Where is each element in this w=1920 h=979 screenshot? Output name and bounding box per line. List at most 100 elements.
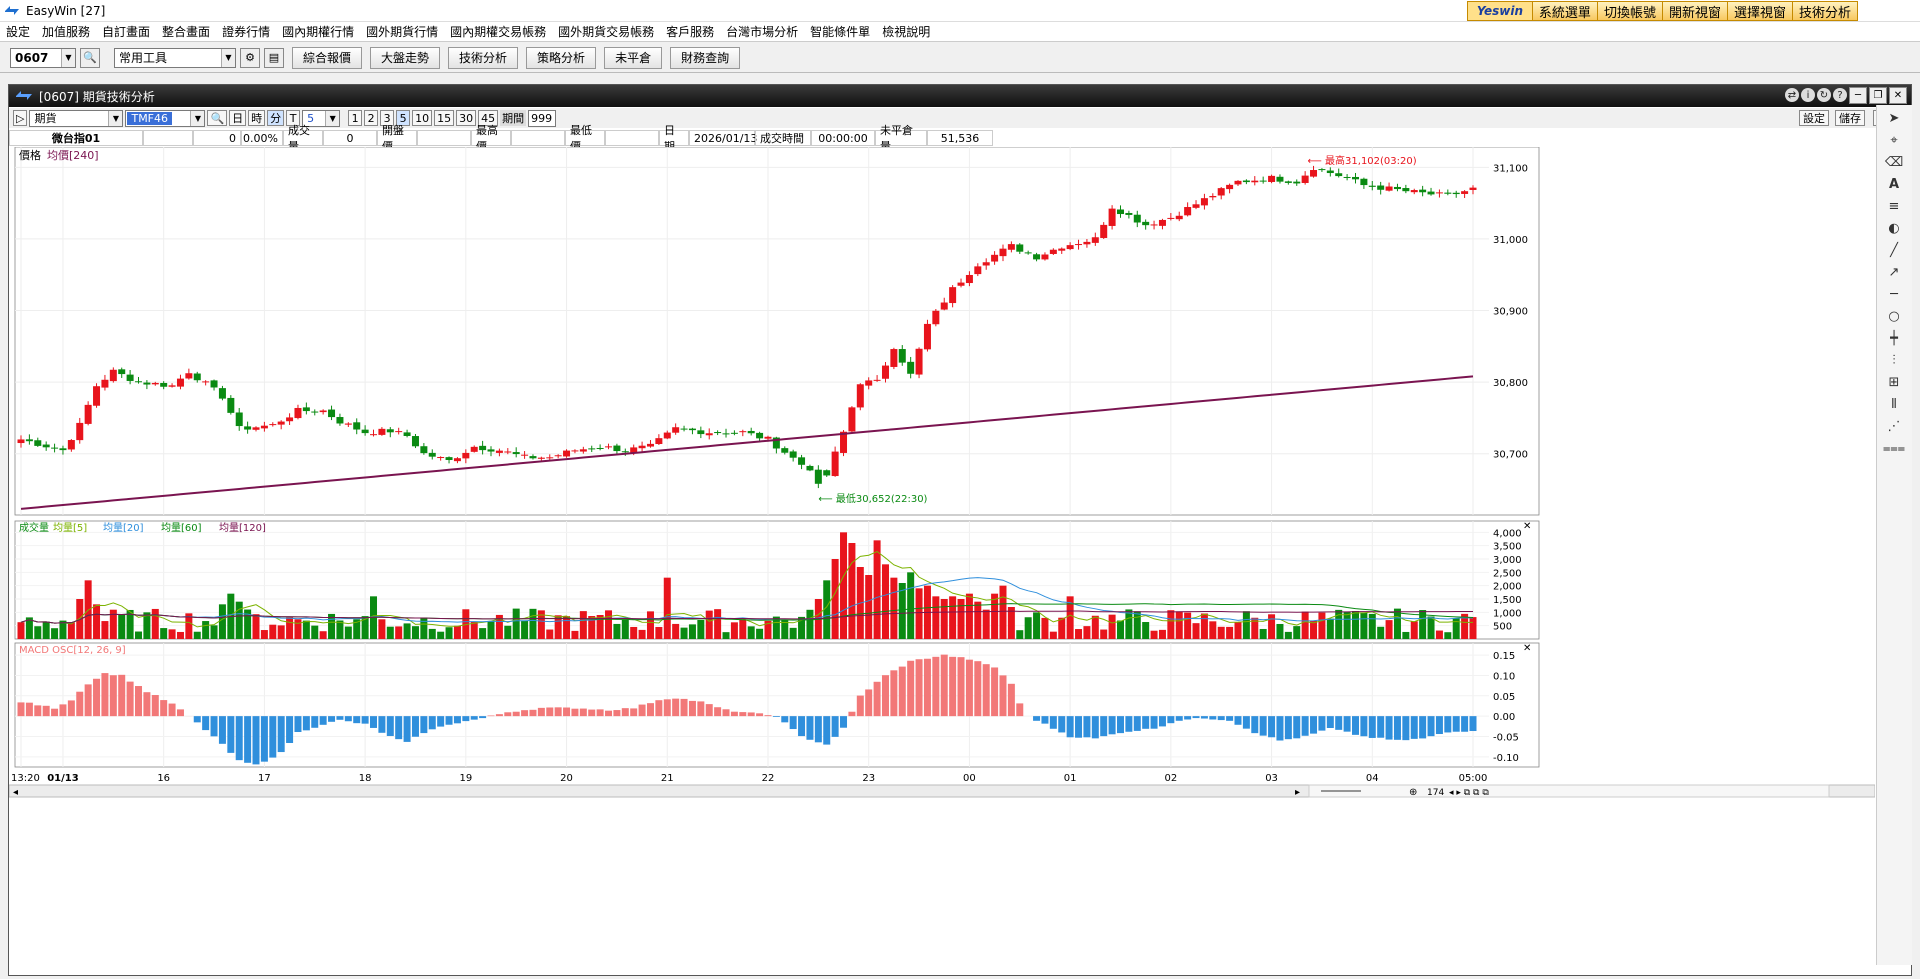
search-icon[interactable]: 🔍 xyxy=(207,110,228,126)
chevron-down-icon[interactable]: ▼ xyxy=(190,110,205,126)
period-tick-button[interactable]: T xyxy=(286,110,301,126)
chart-area[interactable]: 30,700 30,800 30,900 31,000 31,100 價格 均價[240] ⟵… xyxy=(9,147,1875,975)
menu-custom-screen[interactable]: 自訂畫面 xyxy=(102,25,151,39)
volume-bar xyxy=(202,621,210,639)
quote-summary-button[interactable]: 綜合報價 xyxy=(292,46,363,69)
volume-bar xyxy=(588,616,596,639)
chevron-down-icon[interactable]: ▼ xyxy=(325,110,340,126)
candle-body xyxy=(697,430,705,435)
menu-securities-quotes[interactable]: 證券行情 xyxy=(222,25,271,39)
menu-foreign-futures-quotes[interactable]: 國外期貨行情 xyxy=(366,25,439,39)
link-icon[interactable]: ⇄ xyxy=(1785,88,1799,102)
period-day-button[interactable]: 日 xyxy=(229,110,247,126)
minute-3-button[interactable]: 3 xyxy=(380,110,395,126)
minute-2-button[interactable]: 2 xyxy=(364,110,379,126)
minute-45-button[interactable]: 45 xyxy=(478,110,499,126)
strategy-analysis-button[interactable]: 策略分析 xyxy=(526,46,597,69)
market-trend-button[interactable]: 大盤走勢 xyxy=(370,46,441,69)
fibonacci-icon[interactable]: ⫶ xyxy=(1892,352,1896,368)
channel-tool-icon[interactable]: ⩶ xyxy=(1882,440,1906,456)
eraser-icon[interactable]: ⌫ xyxy=(1884,154,1904,170)
switch-account-button[interactable]: 切換帳號 xyxy=(1597,1,1663,21)
code-combo[interactable]: 0607 ▼ xyxy=(10,47,76,68)
line-tool-icon[interactable]: ╱ xyxy=(1890,242,1898,258)
menu-value-added[interactable]: 加值服務 xyxy=(42,25,91,39)
new-window-button[interactable]: 開新視窗 xyxy=(1662,1,1728,21)
candle-body xyxy=(370,434,378,436)
financial-query-button[interactable]: 財務查詢 xyxy=(670,46,741,69)
yeswin-logo[interactable]: Yeswin xyxy=(1466,1,1533,21)
restore-icon[interactable]: ❐ xyxy=(1869,87,1887,104)
cursor-icon[interactable]: ➤ xyxy=(1888,110,1900,126)
close-icon[interactable]: ✕ xyxy=(1889,87,1907,104)
menu-domestic-futures-quotes[interactable]: 國內期權行情 xyxy=(282,25,355,39)
settings-button[interactable]: 設定 xyxy=(1799,110,1829,126)
select-window-button[interactable]: 選擇視窗 xyxy=(1727,1,1793,21)
search-icon[interactable]: 🔍 xyxy=(80,47,100,68)
candle-body xyxy=(504,451,512,453)
volume-bar xyxy=(1293,626,1301,639)
crosshair-icon[interactable]: ⌖ xyxy=(1890,132,1898,148)
minute-5-button[interactable]: 5 xyxy=(396,110,411,126)
menu-domestic-trading-account[interactable]: 國內期權交易帳務 xyxy=(450,25,547,39)
macd-osc-bar xyxy=(806,716,814,740)
play-icon[interactable]: ▷ xyxy=(13,110,28,126)
interval-combo[interactable]: 5 ▼ xyxy=(302,109,341,127)
grid-tool-icon[interactable]: ⊞ xyxy=(1888,374,1900,390)
menu-taiwan-market-analysis[interactable]: 台灣市場分析 xyxy=(726,25,799,39)
time-axis-label: 04 xyxy=(1366,773,1379,784)
volume-bar xyxy=(1024,617,1032,639)
candle-body xyxy=(974,266,982,275)
fan-tool-icon[interactable]: ⋰ xyxy=(1887,418,1901,434)
macd-osc-bar xyxy=(269,716,277,758)
text-tool-icon[interactable]: A xyxy=(1888,176,1900,192)
menu-help[interactable]: 檢視說明 xyxy=(882,25,931,39)
low-annotation: ⟵ 最低30,652(22:30) xyxy=(818,492,927,505)
help-icon[interactable]: ? xyxy=(1833,88,1847,102)
period-hour-button[interactable]: 時 xyxy=(248,110,266,126)
palette-icon[interactable]: ◐ xyxy=(1888,220,1900,236)
info-icon[interactable]: i xyxy=(1801,88,1815,102)
minute-1-button[interactable]: 1 xyxy=(348,110,363,126)
periods-input[interactable]: 999 xyxy=(528,109,557,127)
minute-30-button[interactable]: 30 xyxy=(456,110,477,126)
chevron-down-icon[interactable]: ▼ xyxy=(108,110,123,126)
circle-tool-icon[interactable]: ○ xyxy=(1888,308,1900,324)
minimize-icon[interactable]: ─ xyxy=(1849,87,1867,104)
candle-body xyxy=(210,380,218,388)
save-button[interactable]: 儲存 xyxy=(1835,110,1865,126)
menu-settings[interactable]: 設定 xyxy=(6,25,31,39)
macd-osc-bar xyxy=(1167,716,1175,724)
menu-smart-order[interactable]: 智能條件單 xyxy=(810,25,871,39)
window-config-icon[interactable]: ▤ xyxy=(264,47,284,68)
tech-analysis-button[interactable]: 技術分析 xyxy=(1792,1,1858,21)
candle-body xyxy=(51,447,59,449)
chevron-down-icon[interactable]: ▼ xyxy=(61,48,75,67)
horizontal-line-icon[interactable]: ─ xyxy=(1890,286,1898,302)
menu-customer-service[interactable]: 客戶服務 xyxy=(666,25,715,39)
vertical-lines-icon[interactable]: ⦀ xyxy=(1891,396,1897,412)
menu-integrated-screen[interactable]: 整合畫面 xyxy=(162,25,211,39)
period-minute-button[interactable]: 分 xyxy=(267,110,285,126)
symbol-combo[interactable]: TMF46 ▼ xyxy=(125,109,206,127)
candle-tool-icon[interactable]: ┿ xyxy=(1890,330,1898,346)
refresh-icon[interactable]: ↻ xyxy=(1817,88,1831,102)
tools-combo[interactable]: 常用工具 ▼ xyxy=(114,47,236,68)
horizontal-lines-icon[interactable]: ≡ xyxy=(1888,198,1900,214)
product-combo[interactable]: 期貨 ▼ xyxy=(29,109,124,127)
system-menu-button[interactable]: 系統選單 xyxy=(1532,1,1598,21)
volume-bar xyxy=(521,620,529,639)
volume-bar xyxy=(1158,629,1166,639)
gear-icon[interactable]: ⚙ xyxy=(240,47,260,68)
arrow-tool-icon[interactable]: ↗ xyxy=(1888,264,1900,280)
chevron-down-icon[interactable]: ▼ xyxy=(221,48,235,67)
minute-10-button[interactable]: 10 xyxy=(412,110,433,126)
candle-body xyxy=(630,447,638,453)
menu-foreign-trading-account[interactable]: 國外期貨交易帳務 xyxy=(558,25,655,39)
volume-bar xyxy=(1033,612,1041,639)
open-interest-button[interactable]: 未平倉 xyxy=(604,46,663,69)
candle-body xyxy=(798,457,806,465)
minute-15-button[interactable]: 15 xyxy=(434,110,455,126)
technical-analysis-button[interactable]: 技術分析 xyxy=(448,46,519,69)
volume-bar xyxy=(218,604,226,639)
